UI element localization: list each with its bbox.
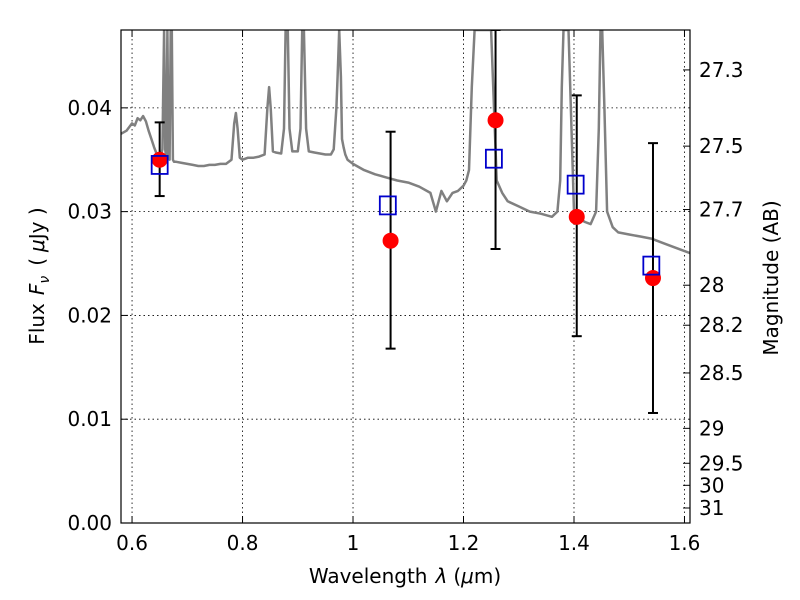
y-axis-label-unit-open: ( [25,258,49,266]
y-tick-label: 0.04 [67,96,112,120]
x-axis-label-symbol: λ [434,564,447,588]
model-point [642,255,661,276]
y-axis-label-text: Flux [25,303,49,345]
model-spectrum [121,30,690,255]
model-point [484,148,503,169]
y-tick-label: 0.00 [67,511,112,535]
observed-point [644,270,661,287]
x-axis-label: Wavelength λ (μm) [309,564,501,588]
y2-tick-label: 30 [699,473,724,497]
y2-tick-label: 31 [699,496,724,520]
axis-ticks: 0.6 0.8 1 1.2 1.4 1.6 0.00 0.01 0.02 0.03 0.04 27.3… [67,30,744,555]
observed-point [151,151,168,168]
model-point [150,155,169,175]
y2-tick-label: 29 [699,416,724,440]
y-axis-label-symbol-sub: ν [37,276,53,284]
x-tick-label: 0.6 [116,531,148,555]
model-point [566,174,585,195]
x-tick-label: 1.2 [448,531,480,555]
y2-tick-label: 27.3 [699,58,744,82]
y2-tick-label: 28.5 [699,361,744,385]
observed-point [382,232,399,249]
y-axis-label-unit-rest: Jy ) [25,207,49,241]
y2-axis-label: Magnitude (AB) [759,200,783,355]
y-tick-label: 0.03 [67,200,112,224]
x-tick-label: 1 [347,531,360,555]
y2-tick-label: 28 [699,273,724,297]
x-tick-label: 1.4 [558,531,590,555]
x-axis-label-unit-mu: μ [460,564,474,588]
y-axis-label-unit-mu: μ [25,239,49,253]
y2-tick-label: 27.7 [699,198,744,222]
y-axis-label-symbol: F [25,283,49,295]
observed-point [568,208,585,225]
plot-frame [120,29,691,524]
x-tick-label: 1.6 [669,531,701,555]
model-photometry-points [150,148,661,276]
y2-tick-label: 29.5 [699,451,744,475]
observed-point [487,112,504,129]
model-point [378,195,397,216]
y2-tick-label: 27.5 [699,134,744,158]
x-tick-label: 0.8 [227,531,259,555]
y-tick-label: 0.02 [67,303,112,327]
x-axis-label-text: Wavelength [309,564,428,588]
x-axis-label-unit-rest: m) [474,564,501,588]
y-tick-label: 0.01 [67,407,112,431]
spectrum-line [121,30,690,255]
y2-tick-label: 28.2 [699,313,744,337]
x-axis-label-unit-open: ( [453,564,461,588]
y-axis-label: Flux Fν ( μJy ) [25,207,53,344]
